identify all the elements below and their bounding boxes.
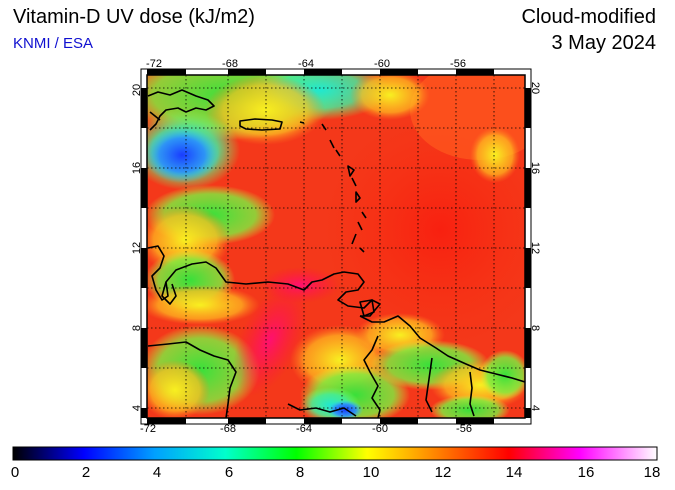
colorbar-tick: 14 — [505, 464, 523, 481]
lat-tick-left: 8 — [131, 325, 143, 331]
lon-tick-bottom: -72 — [140, 423, 156, 435]
graticule — [147, 75, 525, 418]
lon-tick-bottom: -60 — [372, 423, 388, 435]
coastlines — [147, 89, 525, 418]
colorbar — [12, 446, 658, 461]
lon-tick-top: -60 — [374, 58, 390, 70]
date-label: 3 May 2024 — [551, 32, 656, 54]
lat-tick-right: 20 — [529, 82, 541, 94]
lat-ticks-left: 20 16 12 8 4 — [131, 84, 143, 411]
lat-tick-right: 16 — [529, 162, 541, 174]
lon-tick-bottom: -68 — [220, 423, 236, 435]
colorbar-tick: 6 — [224, 464, 234, 481]
mode-label: Cloud-modified — [521, 6, 656, 28]
colorbar-tick: 18 — [643, 464, 661, 481]
colorbar-tick: 2 — [81, 464, 91, 481]
colorbar-tick: 4 — [152, 464, 162, 481]
lon-tick-bottom: -64 — [296, 423, 312, 435]
lon-tick-bottom: -56 — [456, 423, 472, 435]
lat-tick-left: 4 — [131, 405, 143, 411]
lat-tick-right: 8 — [529, 325, 541, 331]
lon-tick-top: -72 — [146, 58, 162, 70]
lat-tick-left: 16 — [131, 162, 143, 174]
lon-tick-top: -56 — [450, 58, 466, 70]
colorbar-tick: 8 — [295, 464, 305, 481]
lat-tick-left: 12 — [131, 242, 143, 254]
uv-dose-field — [147, 75, 525, 418]
lon-ticks-bottom: -72 -68 -64 -60 -56 — [140, 423, 472, 435]
frame-ticks — [141, 69, 531, 424]
colorbar-tick: 16 — [577, 464, 595, 481]
colorbar-tick: 12 — [434, 464, 452, 481]
lon-ticks-top: -72 -68 -64 -60 -56 — [146, 58, 466, 70]
lon-tick-top: -64 — [298, 58, 314, 70]
colorbar-tick: 10 — [362, 464, 380, 481]
map-title: Vitamin-D UV dose (kJ/m2) — [13, 6, 255, 28]
lat-tick-right: 4 — [529, 405, 541, 411]
lat-tick-right: 12 — [529, 242, 541, 254]
colorbar-tick: 0 — [10, 464, 20, 481]
lat-ticks-right: 20 16 12 8 4 — [529, 82, 541, 411]
lon-tick-top: -68 — [222, 58, 238, 70]
lat-tick-left: 20 — [131, 84, 143, 96]
organization-label: KNMI / ESA — [13, 35, 94, 52]
